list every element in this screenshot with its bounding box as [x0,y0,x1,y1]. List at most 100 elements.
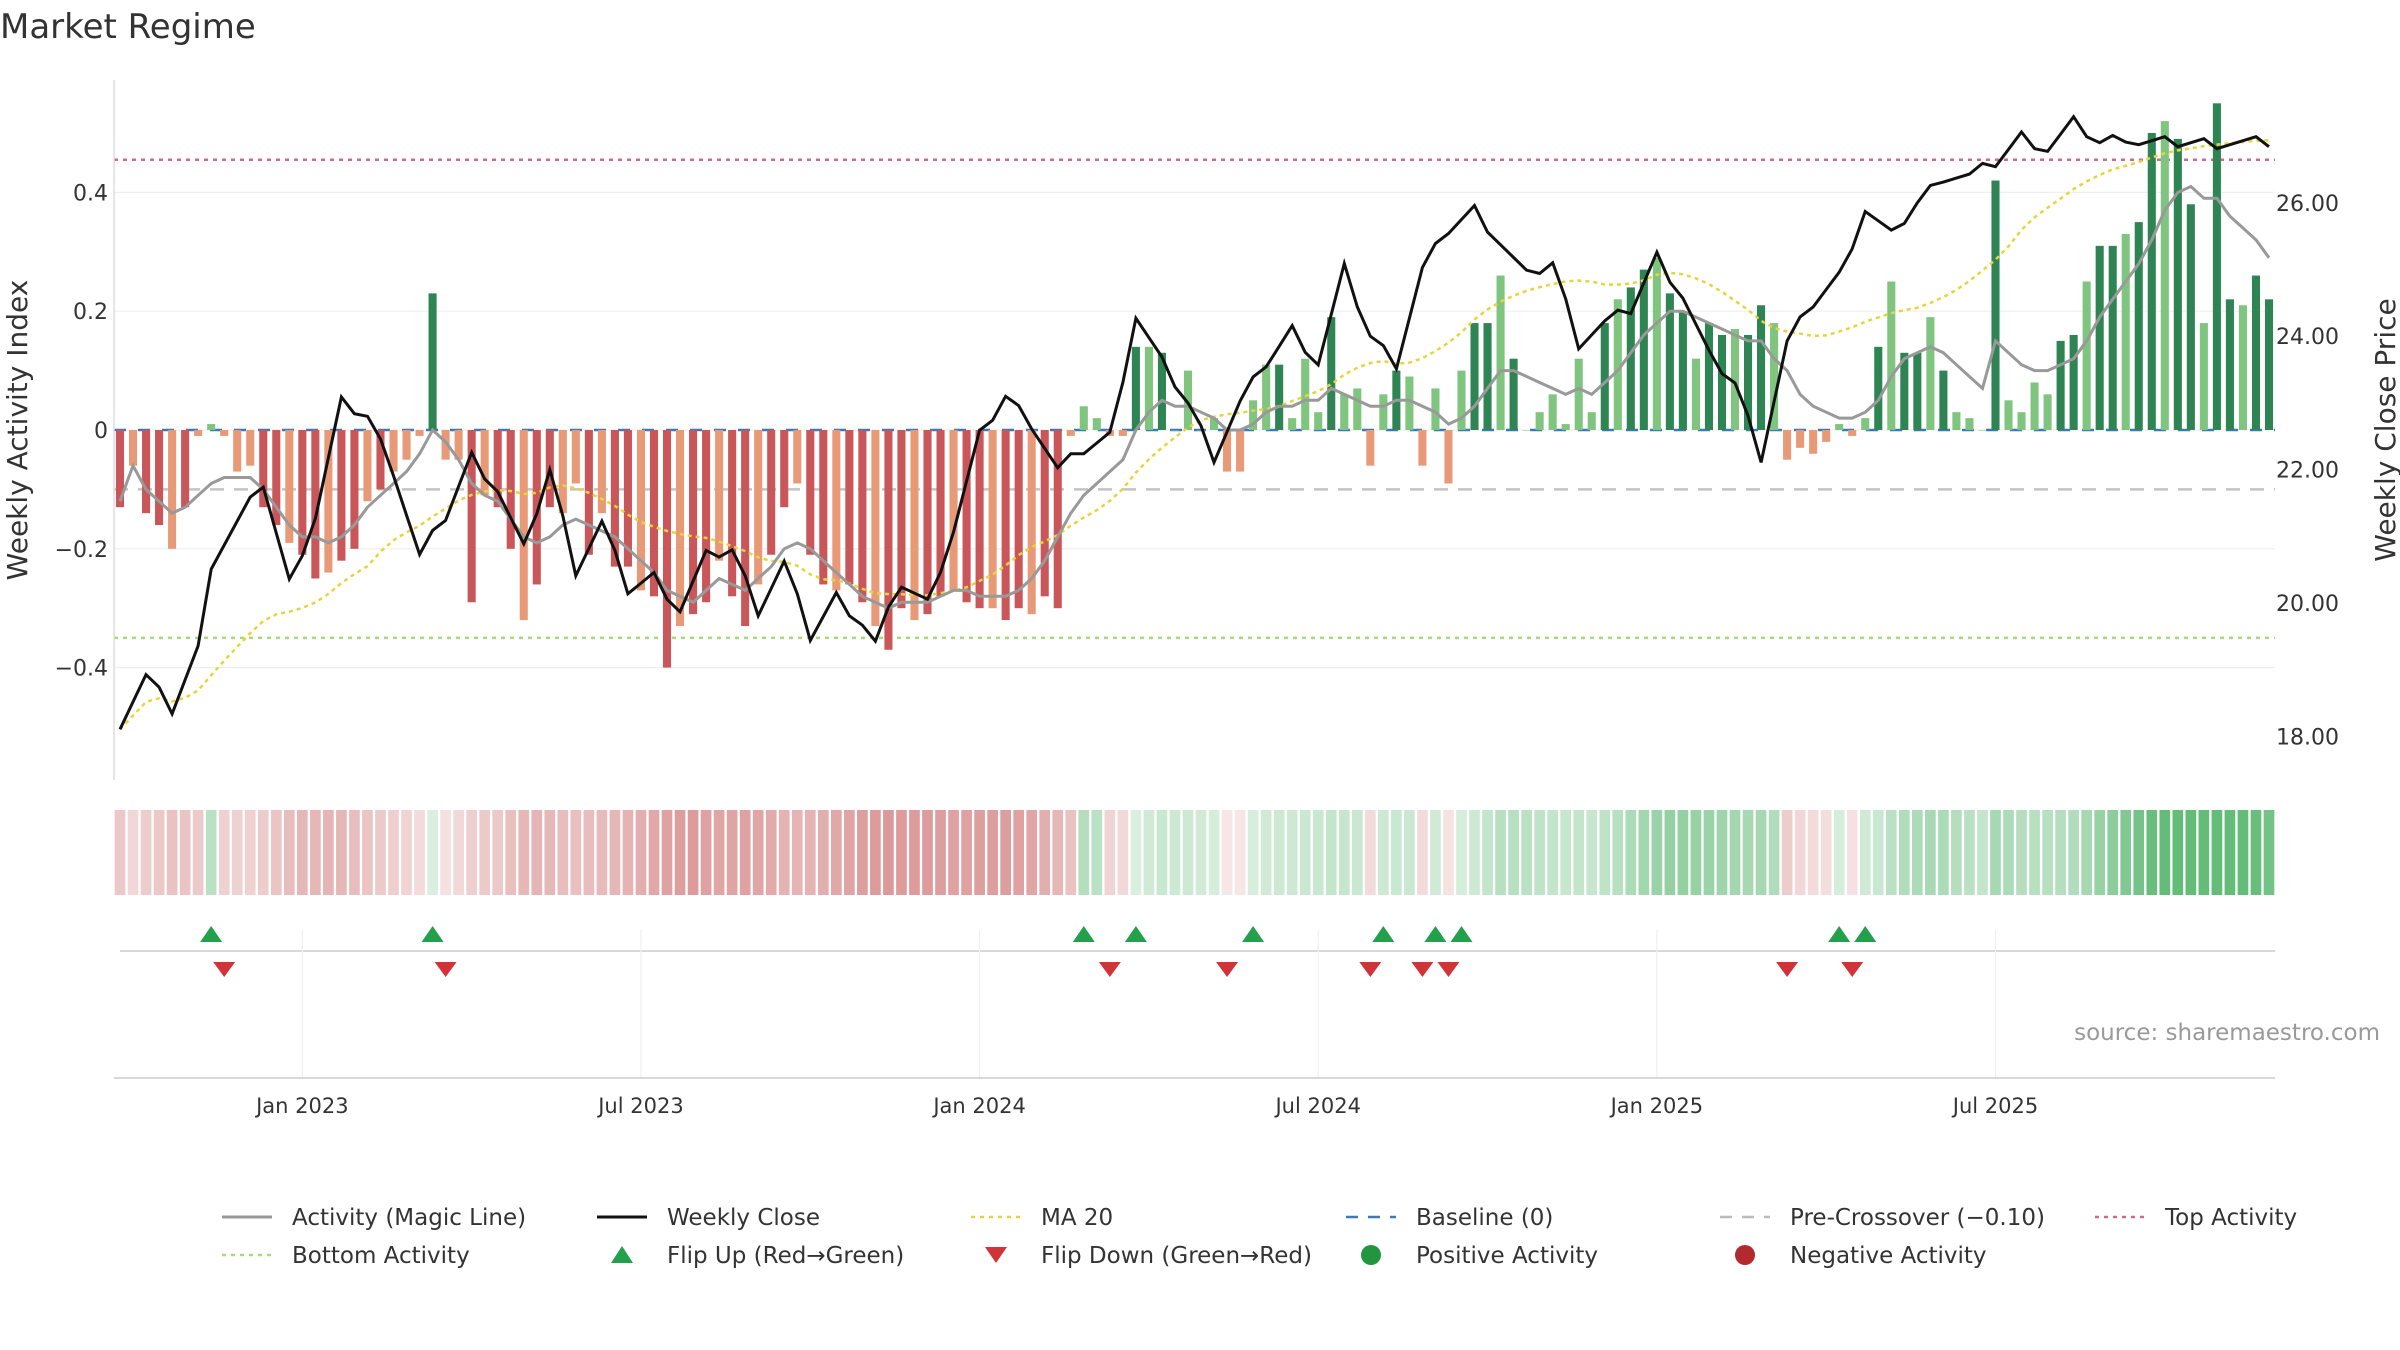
legend-item-close: Weekly Close [597,1205,820,1231]
regime-cell [1430,810,1441,895]
ma20-line [119,139,2270,731]
legend-item-baseline: Baseline (0) [1346,1205,1553,1231]
activity-bar [1353,388,1362,430]
regime-cell [362,810,373,895]
activity-bar [1522,430,1531,431]
activity-bar [2121,233,2130,430]
regime-cell [414,810,425,895]
regime-cell [401,810,412,895]
flip-up-marker [1124,926,1147,942]
activity-bar [1223,430,1232,472]
activity-bar [1014,430,1023,609]
activity-bar [506,430,515,549]
activity-bar [1431,388,1440,430]
regime-cell [127,810,139,895]
activity-bar [728,430,737,597]
regime-cell [466,810,477,895]
activity-bar [1965,418,1974,430]
activity-bar [910,430,919,621]
regime-cell [1872,810,1884,895]
regime-cell [1052,810,1064,895]
regime-cell [296,810,308,895]
activity-bar [1001,430,1010,621]
regime-cell [1351,810,1363,895]
activity-bars [115,103,2274,668]
regime-cell [1599,810,1611,895]
activity-bar [1874,346,1883,430]
magic-line [118,184,2271,610]
regime-cell [622,810,634,895]
activity-bar [1574,358,1583,430]
regime-cell [674,810,686,895]
activity-bar [1027,430,1036,615]
regime-cell [765,810,777,895]
regime-cell [2042,810,2053,895]
regime-cell [635,810,647,895]
activity-bar [1118,430,1127,436]
regime-cell [1182,810,1194,895]
activity-bar [1066,430,1075,436]
regime-cell [1469,810,1480,895]
regime-cell [2094,810,2106,895]
activity-bar [1457,370,1466,430]
regime-cell [1026,810,1038,895]
activity-bar [1809,430,1818,454]
activity-bar [2004,400,2013,430]
regime-cell [310,810,321,895]
regime-cell [1364,810,1376,895]
regime-cell [1833,810,1845,895]
activity-bar [1587,412,1596,430]
activity-bar [571,430,580,484]
activity-bar [845,430,854,585]
regime-cell [257,810,269,895]
regime-cell [1625,810,1637,895]
regime-cell [1156,810,1168,895]
flip-up-marker [1372,926,1395,942]
activity-bar [1952,412,1961,430]
flip-down-marker [1216,962,1239,977]
x-tick-label: Jan 2025 [1609,1094,1704,1118]
legend-item-pos: Positive Activity [1361,1243,1598,1269]
regime-cell [1417,810,1428,895]
regime-cell [544,810,556,895]
activity-bar [1926,317,1935,430]
left-y-tick-label: 0.2 [73,300,108,325]
activity-bar [2199,323,2208,430]
x-tick-label: Jan 2024 [931,1094,1026,1118]
regime-cell [596,810,608,895]
regime-cell [935,810,946,895]
activity-bar [702,430,711,603]
regime-cell [844,810,855,895]
activity-bar [858,430,867,603]
regime-cell [1912,810,1923,895]
flip-down-marker [1841,962,1864,977]
legend-label: Positive Activity [1416,1243,1598,1269]
weekly-close-line [118,114,2270,730]
activity-bar [2212,103,2221,431]
right-y-tick-label: 20.00 [2276,592,2339,617]
activity-bar [220,430,229,436]
regime-cell [2185,810,2197,895]
regime-cell [323,810,334,895]
regime-cell [739,810,751,895]
activity-bar [1405,376,1414,430]
activity-bar [819,430,828,585]
activity-bar [1496,275,1505,430]
activity-bar [1626,287,1635,430]
regime-cell [1703,810,1715,895]
left-y-axis-label: Weekly Activity Index [1,280,34,581]
activity-bar [1548,394,1557,430]
reference-lines [114,158,2275,640]
regime-cell [427,810,438,895]
legend-swatch [1361,1245,1381,1265]
regime-cell [166,810,178,895]
legend-item-flipup: Flip Up (Red→Green) [611,1243,904,1269]
activity-bar [897,430,906,609]
regime-cell [830,810,842,895]
activity-bar [754,430,763,585]
regime-cell [2029,810,2040,895]
flip-up-marker [1450,926,1473,942]
activity-bar [1991,180,2000,430]
activity-bar [207,424,216,430]
x-grid-lower [301,930,1997,1078]
